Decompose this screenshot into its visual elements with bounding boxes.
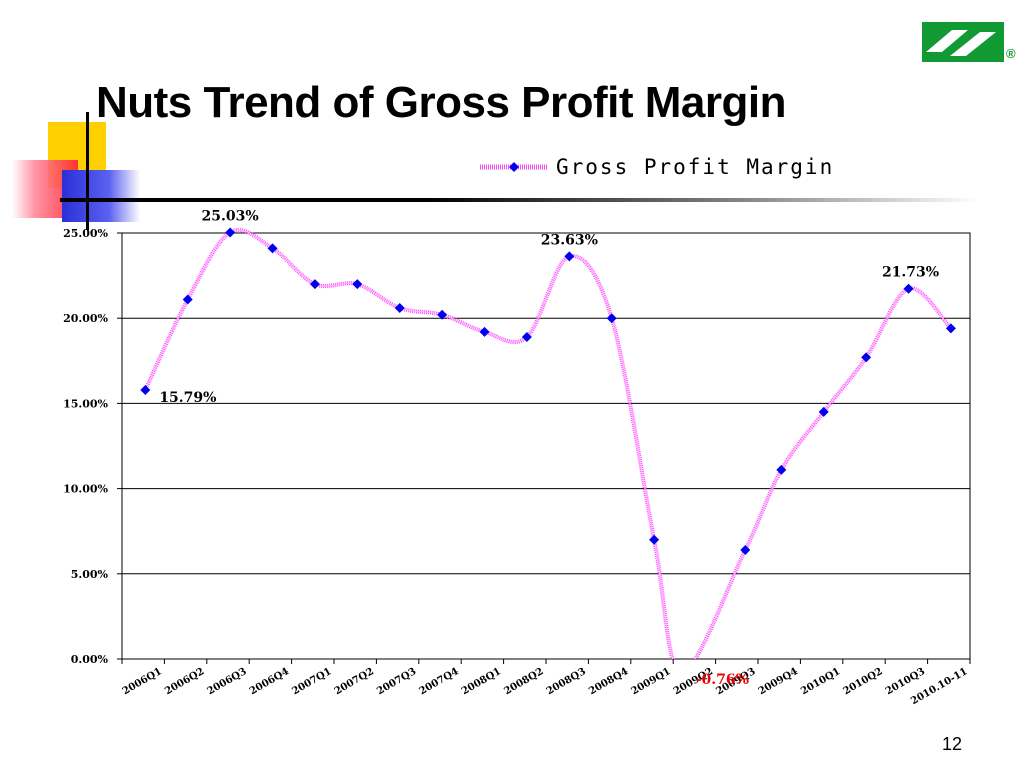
legend-marker [509, 162, 519, 172]
registered-mark: ® [1006, 46, 1016, 61]
data-point [945, 323, 956, 334]
data-label: 25.03% [202, 208, 259, 224]
x-tick-label: 2009Q4 [757, 666, 800, 697]
data-point [740, 544, 751, 555]
data-label: 23.63% [541, 232, 598, 248]
data-label: -0.76% [696, 672, 749, 688]
data-point [564, 251, 575, 262]
data-point [649, 534, 660, 545]
y-tick-label: 10.00% [63, 483, 108, 496]
plot-area [121, 232, 971, 660]
data-label: 21.73% [882, 265, 939, 281]
deco-blue-square [62, 170, 140, 222]
deco-horizontal-line [60, 198, 980, 202]
data-point [140, 384, 151, 395]
series-line-highlight [144, 229, 952, 659]
x-tick-label: 2008Q1 [460, 666, 503, 697]
data-point [861, 352, 872, 363]
x-tick-label: 2006Q3 [206, 666, 249, 697]
x-tick-label: 2006Q1 [121, 666, 164, 697]
series-layer [140, 227, 956, 659]
y-tick-label: 0.00% [71, 653, 109, 666]
data-point [394, 302, 405, 313]
company-logo: ® [922, 22, 1016, 62]
data-point [776, 464, 787, 475]
x-tick-label: 2007Q2 [333, 666, 376, 697]
x-tick-label: 2010Q2 [842, 666, 885, 697]
x-tick-label: 2008Q3 [545, 666, 588, 697]
data-point [225, 227, 236, 238]
y-tick-label: 20.00% [63, 312, 108, 325]
x-tick-label: 2007Q3 [375, 666, 418, 697]
page-number: 12 [941, 734, 962, 754]
x-tick-label: 2009Q1 [630, 666, 673, 697]
legend: Gross Profit Margin [480, 155, 834, 179]
x-tick-label: 2006Q4 [248, 666, 291, 697]
data-point [903, 283, 914, 294]
data-point [606, 313, 617, 324]
y-tick-label: 15.00% [63, 397, 108, 410]
data-point [182, 294, 193, 305]
data-point [352, 279, 363, 290]
x-tick-label: 2007Q1 [290, 666, 333, 697]
x-tick-label: 2007Q4 [418, 666, 461, 697]
data-point [479, 326, 490, 337]
x-tick-label: 2008Q4 [587, 666, 630, 697]
legend-label: Gross Profit Margin [556, 155, 834, 179]
y-tick-label: 25.00% [63, 227, 108, 240]
y-tick-label: 5.00% [71, 568, 109, 581]
deco-vertical-line [86, 112, 89, 230]
data-point [437, 309, 448, 320]
data-point [818, 406, 829, 417]
x-tick-label: 2008Q2 [502, 666, 545, 697]
x-tick-label: 2006Q2 [163, 666, 206, 697]
logo-icon [922, 22, 1004, 62]
label-layer: 15.79% 25.03% 23.63% -0.76% 21.73% [159, 208, 939, 687]
data-point [521, 331, 532, 342]
data-point [267, 243, 278, 254]
page-title: Nuts Trend of Gross Profit Margin [96, 78, 787, 127]
data-label: 15.79% [159, 390, 216, 406]
x-tick-label: 2010Q1 [799, 666, 842, 697]
data-point [309, 279, 320, 290]
